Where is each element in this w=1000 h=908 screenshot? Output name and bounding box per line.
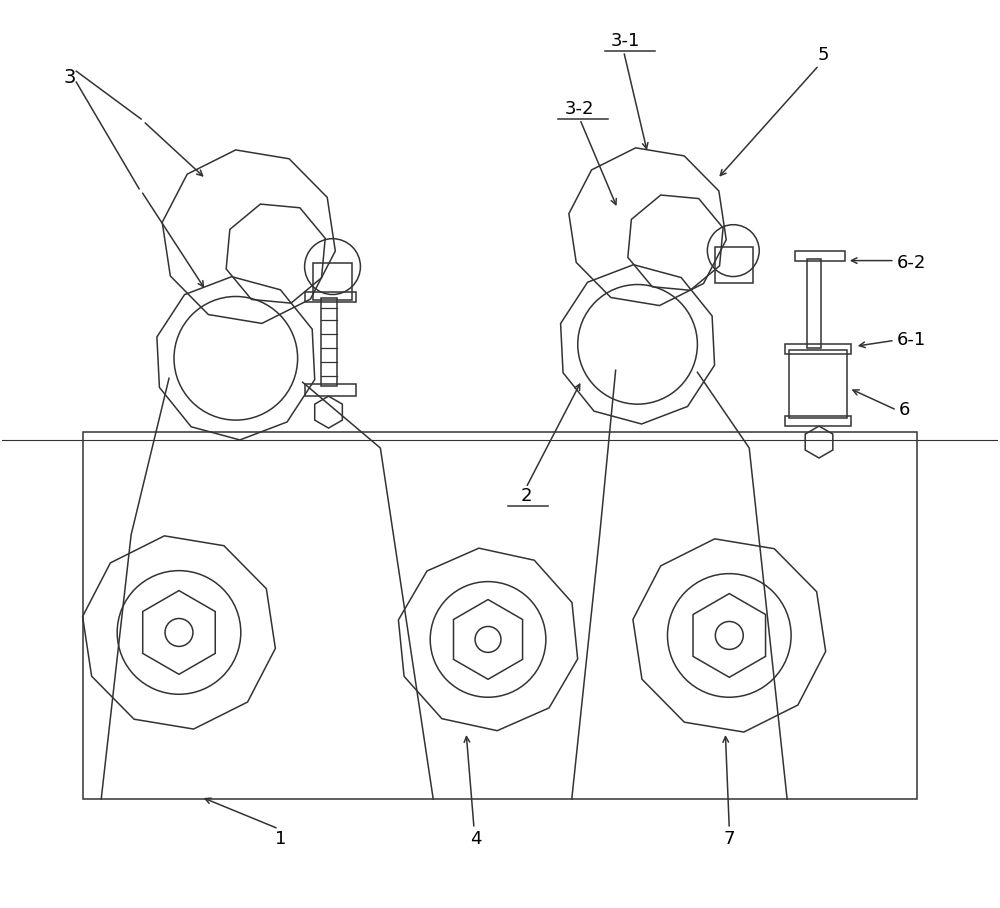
Bar: [785, 416, 851, 426]
Bar: [789, 350, 847, 418]
Bar: [83, 432, 917, 799]
Text: 3: 3: [63, 68, 76, 86]
Text: 3-1: 3-1: [611, 33, 640, 50]
Bar: [785, 344, 851, 354]
Bar: [305, 292, 356, 302]
Bar: [313, 262, 352, 301]
Text: 5: 5: [817, 46, 829, 64]
Text: 6-2: 6-2: [897, 253, 926, 271]
Text: 1: 1: [275, 830, 286, 848]
Text: 4: 4: [470, 830, 482, 848]
Text: 2: 2: [520, 487, 532, 505]
Text: 7: 7: [724, 830, 735, 848]
Text: 6-1: 6-1: [897, 331, 926, 350]
Bar: [305, 384, 356, 396]
Bar: [795, 251, 845, 261]
Text: 3-2: 3-2: [565, 100, 595, 118]
Bar: [321, 299, 337, 386]
Bar: [807, 259, 821, 349]
Bar: [715, 247, 753, 282]
Text: 6: 6: [899, 401, 910, 419]
